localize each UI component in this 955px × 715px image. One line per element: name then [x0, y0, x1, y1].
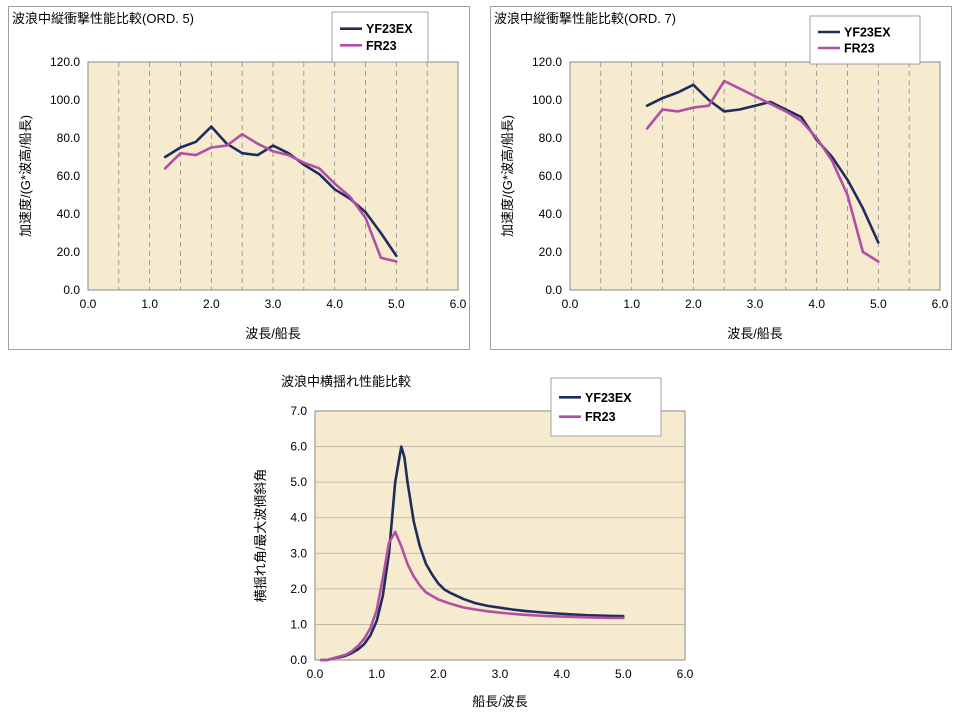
legend-label: YF23EX [366, 22, 413, 36]
x-tick-label: 6.0 [677, 667, 694, 681]
x-tick-label: 2.0 [685, 297, 702, 311]
legend-label: FR23 [366, 39, 397, 53]
chart-panel-ord5: 0.0 1.0 2.0 3.0 4.0 5.0 6.0 0.0 20.0 40.0 60.0 80.0… [8, 6, 470, 350]
series-line-yf23ex [645, 83, 880, 244]
y-tick-label: 80.0 [57, 131, 81, 145]
y-tick-label: 20.0 [57, 245, 81, 259]
chart-panel-roll: 0.0 1.0 2.0 3.0 4.0 5.0 6.0 0.0 1.0 2.0 3.0 4.0 5.0 6… [253, 367, 699, 713]
x-tick-label: 3.0 [265, 297, 282, 311]
y-tick-label: 20.0 [539, 245, 563, 259]
y-tick-label: 7.0 [290, 404, 307, 418]
chart-svg: 0.0 1.0 2.0 3.0 4.0 5.0 6.0 0.0 1.0 2.0 3.0 4.0 5.0 6… [253, 367, 699, 713]
y-tick-label: 80.0 [539, 131, 563, 145]
y-tick-label: 6.0 [290, 440, 307, 454]
x-tick-label: 6.0 [932, 297, 949, 311]
legend-box [331, 11, 429, 63]
legend-box [550, 377, 662, 437]
x-tick-label: 0.0 [562, 297, 579, 311]
x-tick-label: 4.0 [553, 667, 570, 681]
y-tick-label: 120.0 [50, 55, 80, 69]
x-axis-label: 波長/船長 [245, 326, 301, 341]
y-tick-label: 40.0 [57, 207, 81, 221]
y-tick-label: 0.0 [63, 283, 80, 297]
x-axis-label: 船長/波長 [472, 694, 528, 709]
y-axis-label: 横揺れ角/最大波傾斜角 [253, 469, 268, 603]
x-axis-label: 波長/船長 [727, 326, 783, 341]
chart-panel-ord7: 0.0 1.0 2.0 3.0 4.0 5.0 6.0 0.0 20.0 40.0 60.0 80.0… [490, 6, 952, 350]
x-tick-label: 5.0 [615, 667, 632, 681]
x-tick-label: 0.0 [80, 297, 97, 311]
y-tick-label: 60.0 [57, 169, 81, 183]
x-tick-label: 1.0 [141, 297, 158, 311]
chart-title: 波浪中横揺れ性能比較 [281, 374, 411, 389]
legend-label: YF23EX [844, 26, 891, 40]
y-tick-label: 100.0 [50, 93, 80, 107]
x-tick-label: 0.0 [307, 667, 324, 681]
chart-title: 波浪中縦衝撃性能比較(ORD. 5) [12, 11, 194, 26]
x-tick-label: 1.0 [368, 667, 385, 681]
x-tick-label: 5.0 [388, 297, 405, 311]
x-tick-label: 4.0 [326, 297, 343, 311]
x-tick-label: 3.0 [492, 667, 509, 681]
y-axis-label: 加速度/(G*波高/船長) [500, 115, 515, 237]
y-tick-label: 0.0 [290, 653, 307, 667]
x-tick-label: 2.0 [203, 297, 220, 311]
plot-area [314, 410, 686, 661]
chart-title: 波浪中縦衝撃性能比較(ORD. 7) [494, 11, 676, 26]
y-tick-label: 60.0 [539, 169, 563, 183]
y-tick-label: 120.0 [532, 55, 562, 69]
legend-label: YF23EX [585, 391, 632, 405]
y-axis-label: 加速度/(G*波高/船長) [18, 115, 33, 237]
y-tick-label: 5.0 [290, 475, 307, 489]
x-tick-label: 3.0 [747, 297, 764, 311]
y-tick-label: 0.0 [545, 283, 562, 297]
x-tick-label: 4.0 [808, 297, 825, 311]
legend-label: FR23 [844, 42, 875, 56]
series-line-yf23ex [319, 445, 625, 662]
x-tick-label: 6.0 [450, 297, 467, 311]
y-tick-label: 1.0 [290, 617, 307, 631]
y-tick-label: 40.0 [539, 207, 563, 221]
series-line-fr23 [163, 132, 398, 263]
y-tick-label: 100.0 [532, 93, 562, 107]
y-tick-label: 3.0 [290, 546, 307, 560]
chart-svg: 0.0 1.0 2.0 3.0 4.0 5.0 6.0 0.0 20.0 40.0 60.0 80.0… [8, 6, 470, 350]
legend-label: FR23 [585, 410, 616, 424]
legend-box [809, 15, 921, 65]
x-tick-label: 1.0 [623, 297, 640, 311]
series-line-fr23 [645, 79, 880, 263]
x-tick-label: 5.0 [870, 297, 887, 311]
y-tick-label: 2.0 [290, 582, 307, 596]
y-tick-label: 4.0 [290, 511, 307, 525]
x-tick-label: 2.0 [430, 667, 447, 681]
series-line-fr23 [319, 530, 625, 662]
chart-svg: 0.0 1.0 2.0 3.0 4.0 5.0 6.0 0.0 20.0 40.0 60.0 80.0… [490, 6, 952, 350]
